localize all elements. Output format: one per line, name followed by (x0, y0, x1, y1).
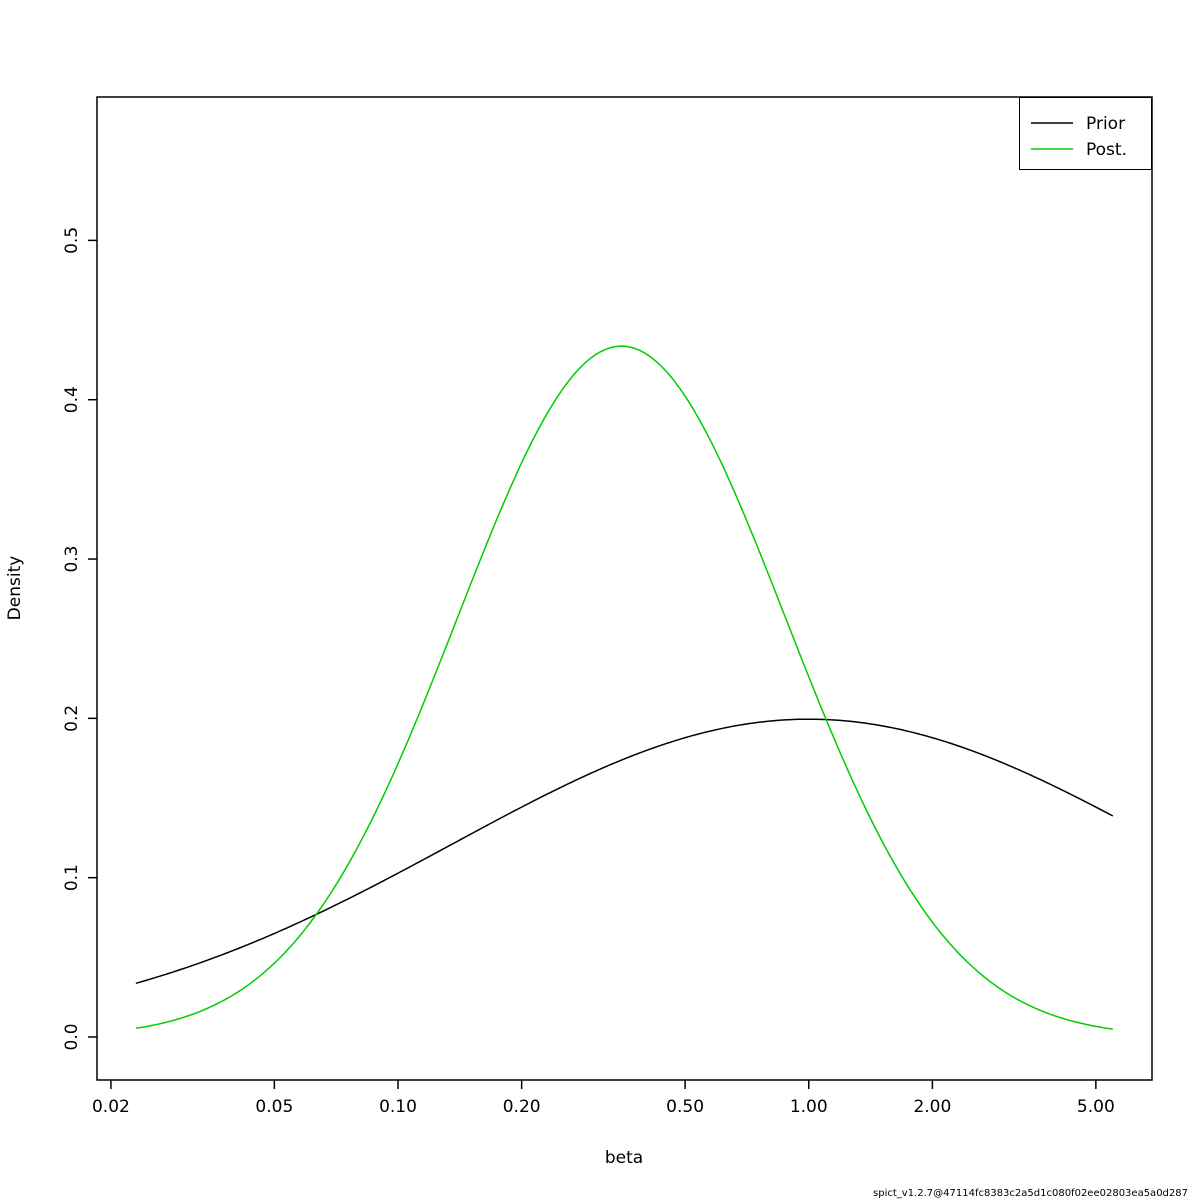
legend-label-post: Post. (1086, 140, 1127, 160)
x-tick-label: 0.50 (666, 1097, 704, 1117)
x-tick-label: 0.05 (255, 1097, 293, 1117)
x-tick-label: 0.02 (92, 1097, 130, 1117)
version-stamp: spict_v1.2.7@47114fc8383c2a5d1c080f02ee0… (873, 1188, 1188, 1199)
x-tick-label: 1.00 (790, 1097, 828, 1117)
y-tick-label: 0.1 (62, 864, 82, 891)
x-tick-label: 2.00 (913, 1097, 951, 1117)
posterior-curve (135, 345, 1113, 1030)
x-tick-label: 0.10 (379, 1097, 417, 1117)
y-tick-label: 0.4 (62, 386, 82, 413)
y-tick-label: 0.3 (62, 546, 82, 573)
x-tick-label: 5.00 (1077, 1097, 1115, 1117)
legend-box (1019, 97, 1152, 170)
y-tick-label: 0.5 (62, 227, 82, 254)
x-axis-label: beta (605, 1148, 643, 1168)
legend: Prior Post. (1019, 97, 1152, 170)
x-tick-label: 0.20 (503, 1097, 541, 1117)
plot-box (96, 96, 1153, 1081)
y-tick-label: 0.2 (62, 705, 82, 732)
legend-label-prior: Prior (1086, 114, 1125, 134)
y-axis-label: Density (5, 556, 25, 621)
y-axis: 0.0 0.1 0.2 0.3 0.4 0.5 (62, 227, 97, 1051)
prior-curve (135, 718, 1114, 985)
y-tick-label: 0.0 (62, 1023, 82, 1050)
x-axis: 0.02 0.05 0.10 0.20 0.50 1.00 2.00 5.00 (92, 1080, 1115, 1117)
